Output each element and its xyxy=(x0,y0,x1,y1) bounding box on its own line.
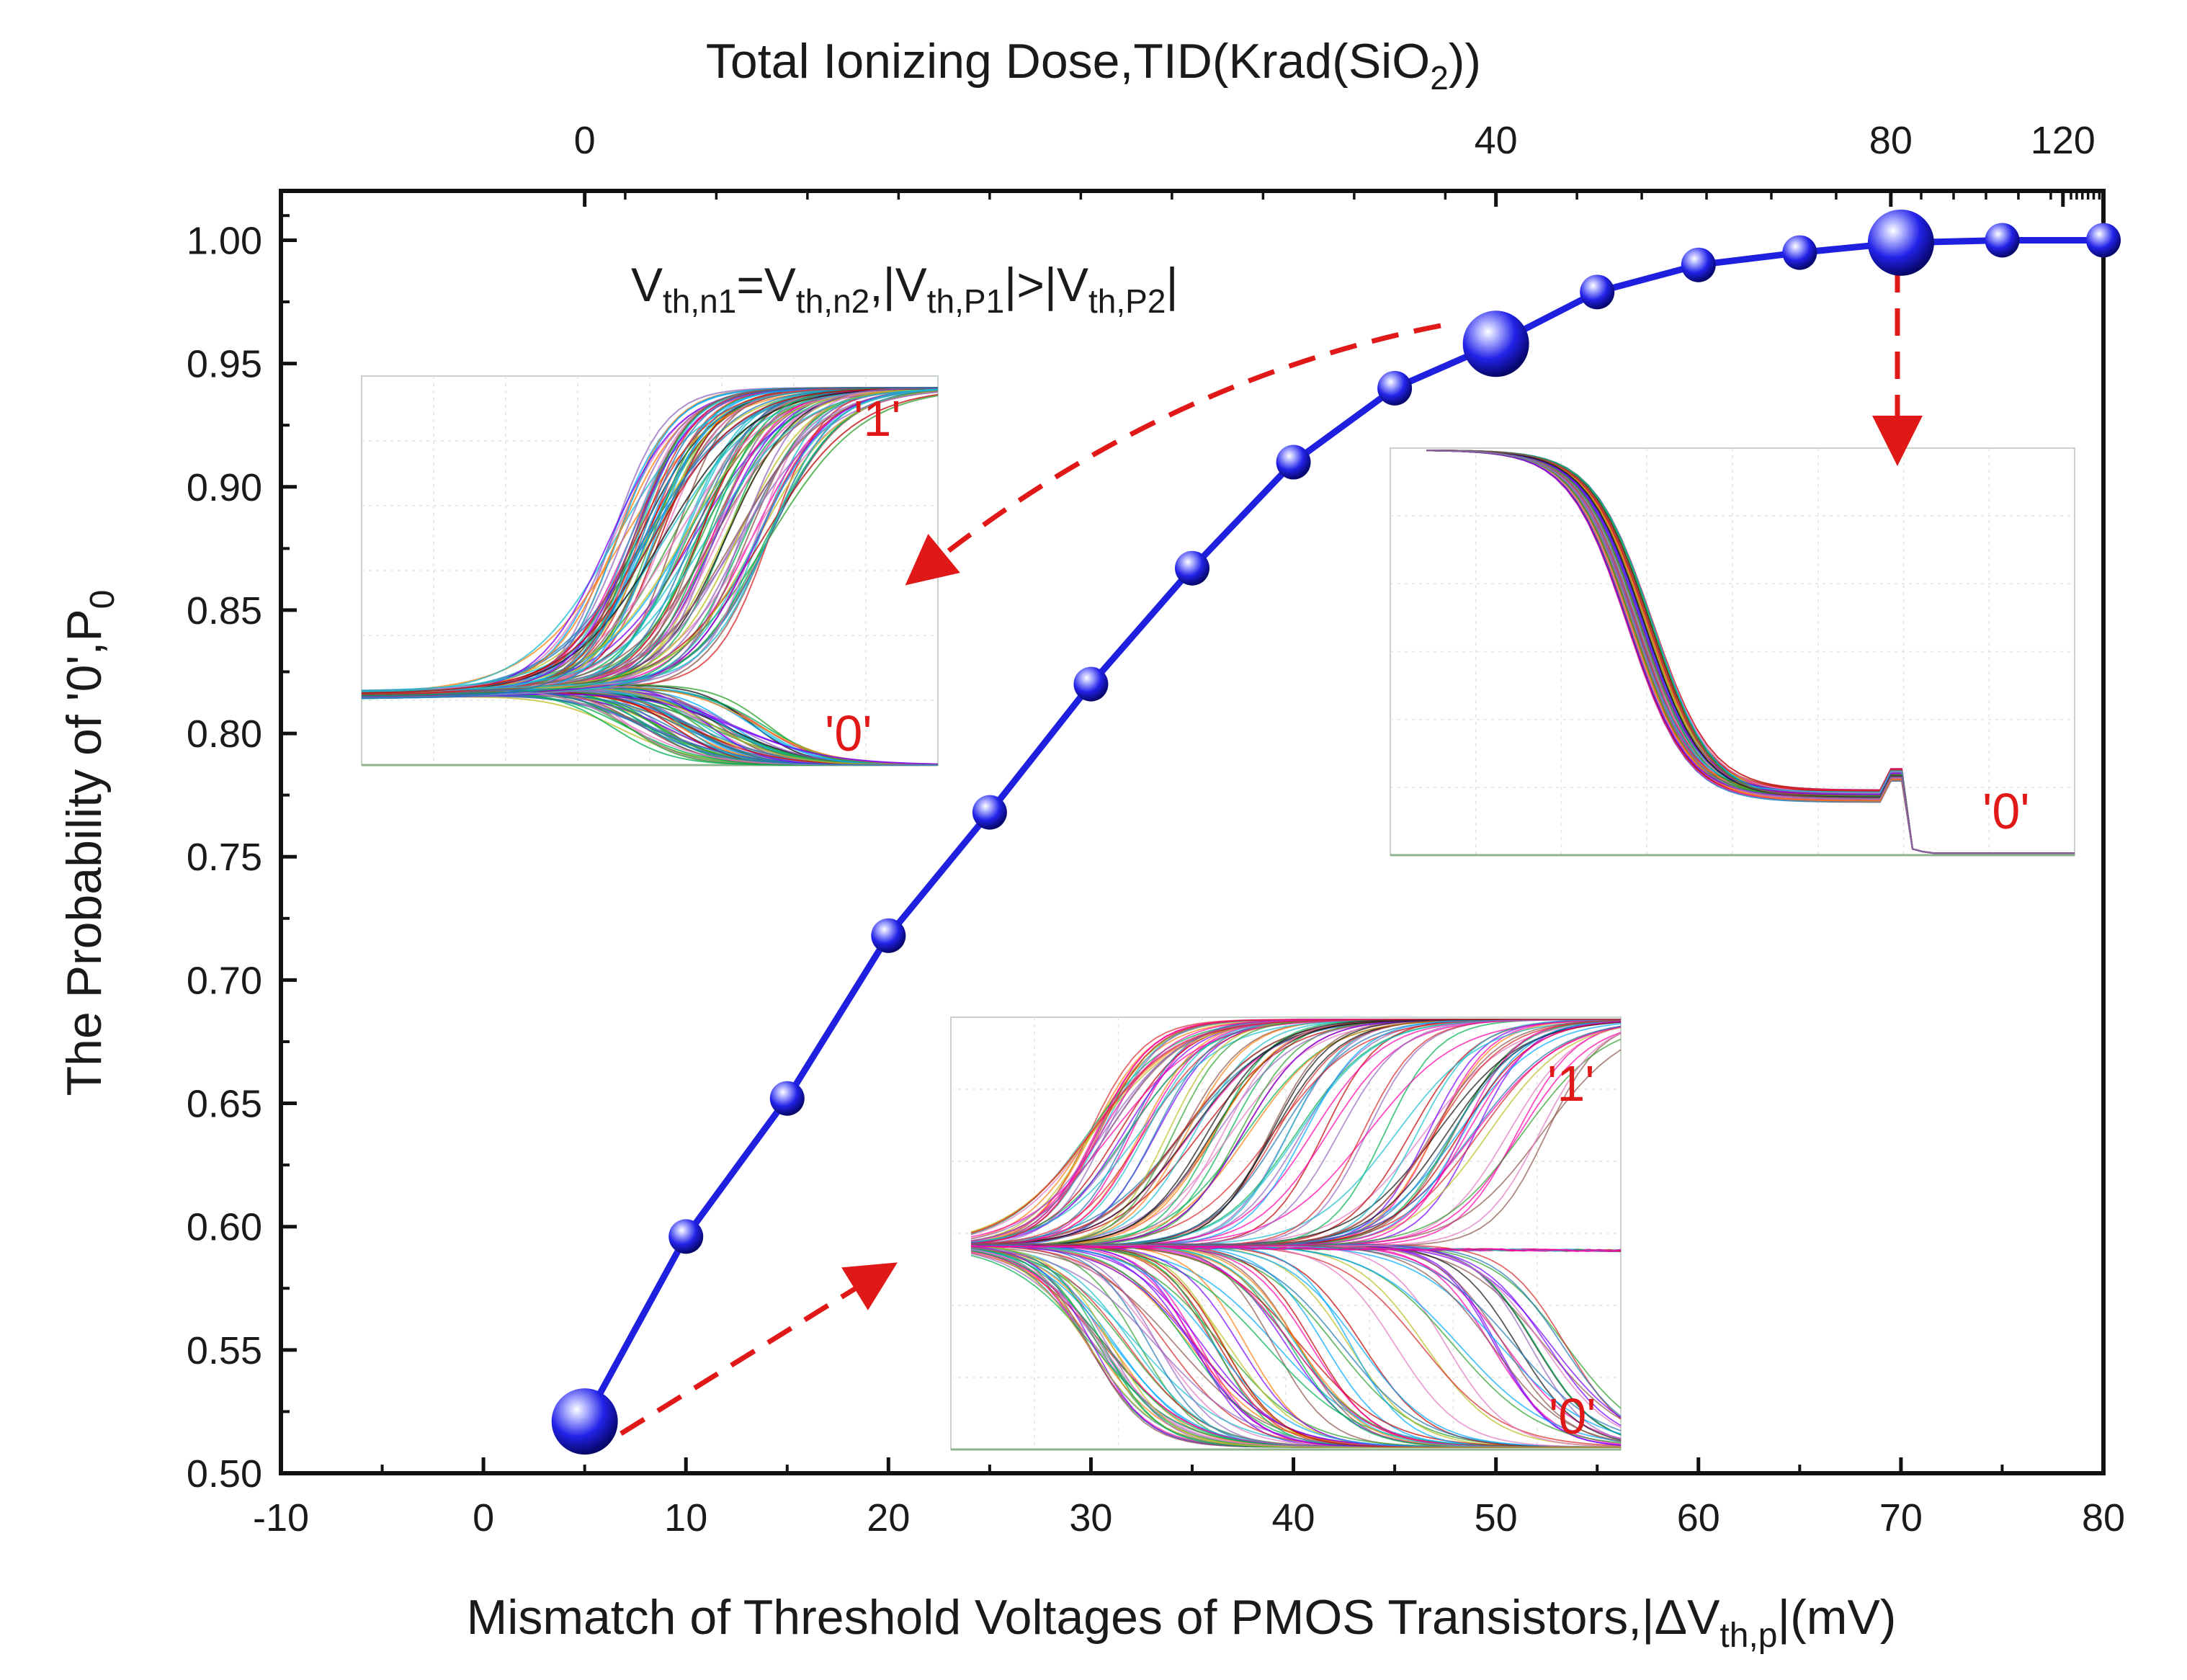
inset-low-trace xyxy=(970,1245,1621,1448)
x-tick-label: 20 xyxy=(867,1496,910,1540)
inset-low-trace xyxy=(970,1245,1622,1252)
x-tick-label: 40 xyxy=(1272,1496,1315,1540)
arrow-to-low-inset xyxy=(620,1262,898,1436)
y-tick-label: 0.90 xyxy=(187,466,262,509)
data-point xyxy=(972,795,1007,830)
y-axis-title: The Probability of '0',P0 xyxy=(57,590,122,1096)
data-point xyxy=(1377,370,1413,406)
data-point xyxy=(1985,223,2020,258)
x-tick-label: 0 xyxy=(473,1496,494,1540)
data-point-highlighted xyxy=(1462,310,1529,377)
inset-low-trace xyxy=(970,1019,1621,1234)
x-tick-label: 10 xyxy=(664,1496,707,1540)
arrow-to-mid-inset xyxy=(905,323,1441,586)
state-label: '0' xyxy=(1549,1388,1596,1444)
top-tick-label: 80 xyxy=(1869,119,1913,162)
x-tick-label: 70 xyxy=(1879,1496,1923,1540)
data-point-highlighted xyxy=(1867,209,1934,276)
x-tick-label: 30 xyxy=(1069,1496,1112,1540)
state-label: '0' xyxy=(1982,783,2030,839)
x-axis-title: Mismatch of Threshold Voltages of PMOS T… xyxy=(467,1590,1897,1655)
data-point xyxy=(1175,550,1209,586)
data-point xyxy=(1681,247,1716,282)
x-tick-label: 60 xyxy=(1677,1496,1720,1540)
x-tick-label: 80 xyxy=(2082,1496,2125,1540)
inset-mid-trace xyxy=(361,387,938,700)
data-point-highlighted xyxy=(551,1388,618,1455)
inset-low: '1' '0' xyxy=(950,1017,1622,1451)
top-axis-title: Total Ionizing Dose,TID(Krad(SiO2)) xyxy=(706,34,1481,97)
series-line xyxy=(581,237,2103,1424)
y-tick-label: 0.85 xyxy=(187,589,262,633)
axis-tick-labels: -10 0 10 20 30 40 50 60 70 80 0.50 0.55 0.60 0.65 0.70… xyxy=(187,119,2125,1540)
y-tick-label: 0.70 xyxy=(187,959,262,1002)
data-point xyxy=(2086,223,2121,258)
data-point xyxy=(668,1219,704,1254)
y-tick-label: 0.95 xyxy=(187,343,262,386)
x-tick-label: 50 xyxy=(1475,1496,1518,1540)
top-tick-label: 0 xyxy=(574,119,596,162)
inset-mid: '1' '0' xyxy=(361,375,939,767)
data-point xyxy=(871,918,906,953)
y-tick-label: 0.55 xyxy=(187,1329,262,1372)
inset-high-trace xyxy=(1426,450,2075,854)
y-tick-label: 0.65 xyxy=(187,1083,262,1126)
axis-ticks xyxy=(279,191,2106,1475)
state-label: '1' xyxy=(1547,1055,1595,1112)
series-p0 xyxy=(551,209,2121,1455)
condition-annotation: Vth,n1=Vth,n2,|Vth,P1|>|Vth,P2| xyxy=(631,258,1179,320)
data-point xyxy=(1782,235,1817,270)
inset-mid-trace xyxy=(361,387,939,694)
callout-arrows xyxy=(620,265,1923,1436)
inset-mid-trace xyxy=(361,387,938,696)
top-tick-label: 40 xyxy=(1475,119,1518,162)
data-point xyxy=(1073,666,1109,702)
state-label: '1' xyxy=(854,390,901,447)
y-tick-label: 0.80 xyxy=(187,712,262,756)
data-point xyxy=(1580,274,1615,310)
inset-high: '0' xyxy=(1390,447,2075,857)
data-point xyxy=(769,1081,805,1116)
y-tick-label: 0.75 xyxy=(187,836,262,879)
y-tick-label: 0.50 xyxy=(187,1452,262,1496)
y-tick-label: 0.60 xyxy=(187,1206,262,1249)
data-point xyxy=(1276,444,1311,480)
inset-mid-trace xyxy=(361,388,939,692)
x-tick-label: -10 xyxy=(253,1496,309,1540)
y-tick-label: 1.00 xyxy=(187,219,262,262)
insets: '1' '0' '0' '1' '0' xyxy=(361,375,2075,1451)
state-label: '0' xyxy=(825,705,872,761)
top-tick-label: 120 xyxy=(2031,119,2096,162)
